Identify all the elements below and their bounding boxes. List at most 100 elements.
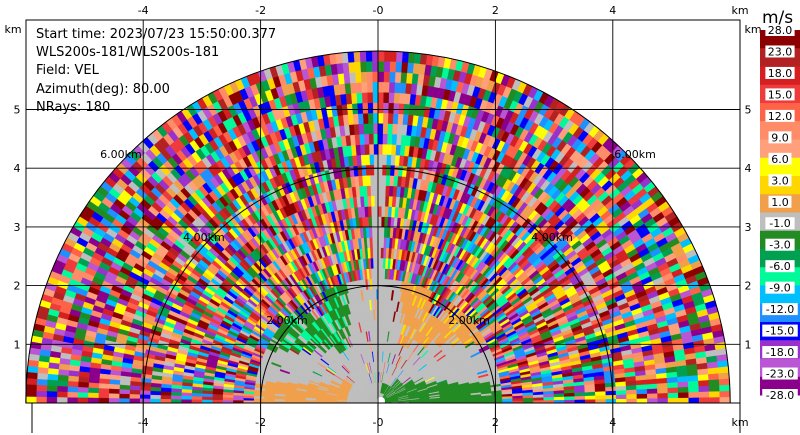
range-gate <box>365 174 371 187</box>
range-gate <box>387 102 394 114</box>
range-gate <box>657 387 669 394</box>
range-gate <box>678 397 690 404</box>
range-gate <box>605 394 617 400</box>
range-gate <box>388 81 396 93</box>
range-gate <box>387 112 394 124</box>
range-gate <box>381 174 387 186</box>
range-gate <box>382 112 389 124</box>
range-gate <box>667 392 679 399</box>
range-gate <box>647 397 658 404</box>
range-gate <box>366 92 374 104</box>
range-gate <box>397 103 405 115</box>
range-gate <box>395 51 403 63</box>
range-gate <box>373 164 379 176</box>
range-gate <box>380 216 385 228</box>
range-gate <box>657 397 669 404</box>
range-gate <box>353 51 361 63</box>
range-gate <box>388 195 393 207</box>
range-gate <box>377 226 382 238</box>
range-gate <box>392 102 400 114</box>
range-gate <box>396 123 403 135</box>
range-gate <box>372 123 379 134</box>
range-gate <box>626 389 638 395</box>
range-gate <box>657 392 669 399</box>
range-gate <box>386 154 392 166</box>
range-gate <box>394 71 402 83</box>
range-gate <box>371 50 379 62</box>
range-gate <box>356 92 363 104</box>
range-gate <box>373 185 379 197</box>
range-gate <box>380 257 384 269</box>
range-gate <box>377 195 382 207</box>
range-gate <box>574 399 586 404</box>
range-gate <box>707 372 720 381</box>
range-gate <box>363 123 369 135</box>
range-gate <box>667 387 679 394</box>
range-gate <box>359 61 367 73</box>
range-gate <box>369 174 375 186</box>
range-gate <box>385 174 391 187</box>
range-gate <box>395 61 403 73</box>
range-gate <box>383 216 389 228</box>
range-gate <box>392 113 399 125</box>
range-gate <box>400 72 408 84</box>
range-gate <box>379 268 383 280</box>
range-gate <box>382 143 388 155</box>
range-gate <box>372 112 379 124</box>
range-gate <box>584 395 596 400</box>
range-gate <box>401 51 409 63</box>
range-gate <box>677 386 689 393</box>
range-gate <box>393 92 400 104</box>
range-gate <box>374 205 379 217</box>
range-gate <box>382 123 389 135</box>
range-gate <box>386 133 393 145</box>
range-gate <box>364 143 370 155</box>
range-gate <box>677 381 689 388</box>
range-gate <box>362 102 369 114</box>
range-gate <box>646 383 658 390</box>
range-gate <box>377 185 383 197</box>
range-gate <box>354 71 362 83</box>
range-gate <box>405 72 413 84</box>
range-gate <box>380 247 384 259</box>
range-gate <box>399 82 407 94</box>
range-gate <box>383 81 390 93</box>
range-gate <box>605 398 617 404</box>
range-gate <box>382 92 390 104</box>
range-gate <box>355 82 362 94</box>
range-gate <box>366 71 373 83</box>
range-gate <box>615 394 627 400</box>
range-gate <box>367 102 374 114</box>
range-gate <box>377 71 385 83</box>
range-gate <box>357 113 364 125</box>
range-gate <box>697 373 709 381</box>
range-gate <box>363 133 370 145</box>
range-gate <box>656 382 668 389</box>
range-gate <box>636 393 648 399</box>
range-gate <box>347 51 355 63</box>
range-gate <box>636 398 648 404</box>
range-gate <box>615 389 627 395</box>
range-gate <box>387 123 393 135</box>
range-gate <box>381 164 387 176</box>
range-gate <box>377 112 384 124</box>
range-gate <box>564 395 576 400</box>
range-gate <box>574 395 586 400</box>
range-gate <box>584 398 596 404</box>
range-gate <box>377 81 384 93</box>
range-gate <box>719 396 731 404</box>
range-gate <box>383 50 391 62</box>
range-gate <box>667 397 679 404</box>
range-gate <box>370 205 375 217</box>
range-gate <box>371 226 376 238</box>
range-gate <box>404 82 412 95</box>
range-gate <box>381 185 386 197</box>
range-gate <box>636 388 648 395</box>
range-gate <box>688 397 700 404</box>
range-gate <box>383 226 388 238</box>
range-gate <box>359 50 367 62</box>
range-gate <box>369 164 375 176</box>
range-gate <box>373 154 379 166</box>
range-gate <box>377 123 384 134</box>
range-gate <box>360 81 368 93</box>
